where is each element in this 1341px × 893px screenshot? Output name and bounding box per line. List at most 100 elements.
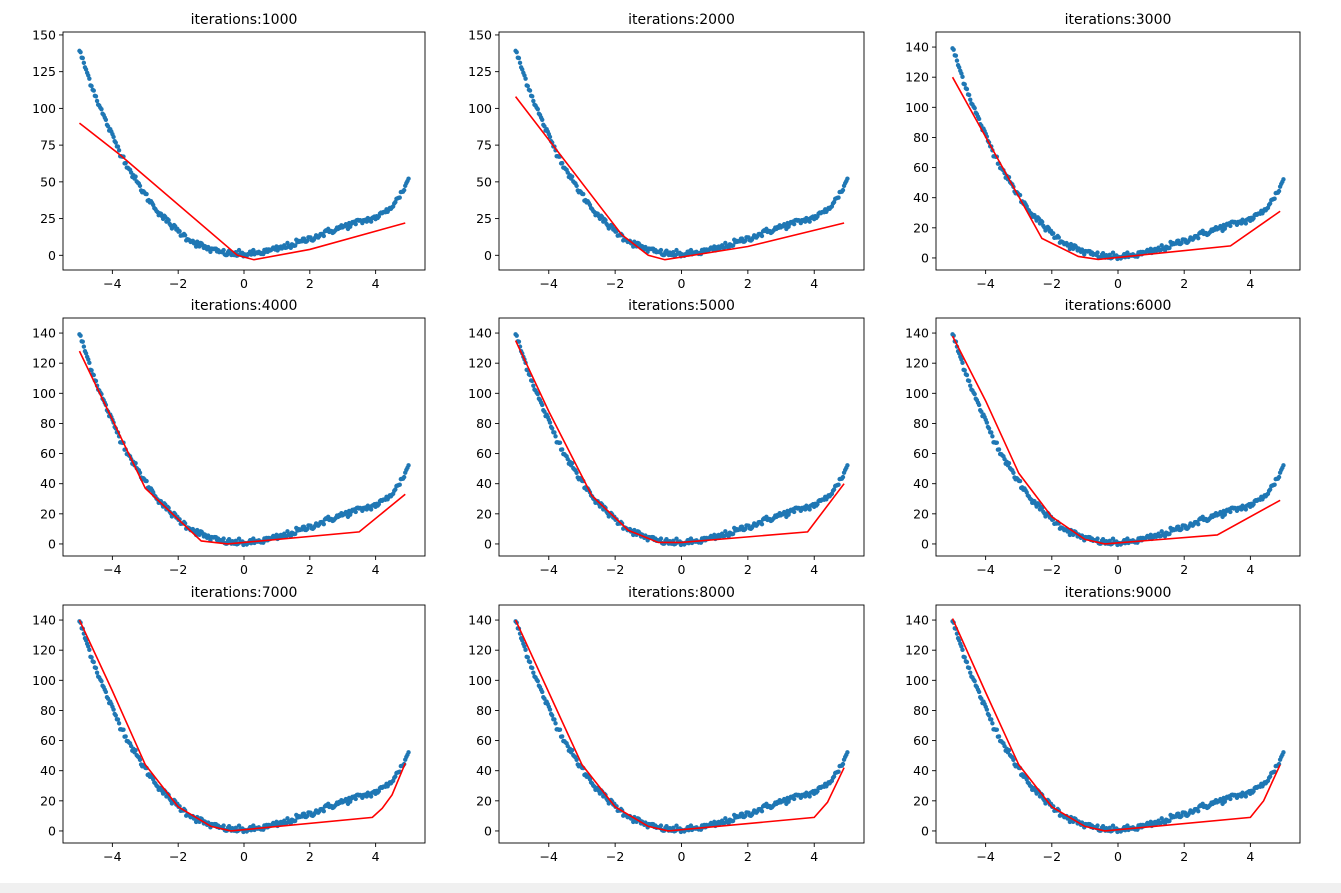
scatter-point <box>535 106 540 112</box>
scatter-point <box>976 402 982 408</box>
scatter-point <box>962 368 967 373</box>
x-tick-label: 0 <box>1114 849 1122 864</box>
scatter-point <box>726 821 731 826</box>
x-tick-label: 0 <box>240 276 248 291</box>
scatter-point <box>807 219 812 224</box>
scatter-point <box>994 727 1000 732</box>
y-tick-label: 0 <box>484 536 492 551</box>
scatter-point <box>759 521 765 527</box>
scatter-point <box>514 49 519 55</box>
scatter-point <box>953 53 959 58</box>
scatter-point <box>86 357 91 362</box>
scatter-point <box>525 655 530 660</box>
scatter-point <box>1159 243 1164 248</box>
scatter-point <box>78 333 83 338</box>
scatter-point <box>552 430 557 435</box>
scatter-point <box>1011 757 1016 762</box>
scatter-point <box>956 638 962 643</box>
scatter-point <box>292 243 298 248</box>
scatter-point <box>111 134 116 140</box>
x-tick-label: −2 <box>169 562 187 577</box>
scatter-point <box>990 721 995 726</box>
scatter-point <box>1125 250 1130 255</box>
scatter-point <box>951 47 956 52</box>
y-tick-label: 60 <box>40 446 56 461</box>
y-tick-label: 60 <box>476 446 492 461</box>
subplot-title: iterations:3000 <box>1065 12 1172 28</box>
scatter-point <box>368 219 374 224</box>
scatter-point <box>831 774 837 779</box>
y-tick-label: 40 <box>476 476 492 491</box>
y-tick-label: 100 <box>905 673 929 688</box>
scatter-point <box>1196 808 1201 814</box>
scatter-point <box>83 67 89 72</box>
subplot-title: iterations:5000 <box>628 298 735 314</box>
scatter-point <box>522 644 527 649</box>
scatter-point <box>115 144 121 149</box>
scatter-point <box>791 221 797 227</box>
scatter-point <box>1162 821 1168 826</box>
scatter-point <box>535 678 540 684</box>
scatter-point <box>688 536 694 541</box>
scatter-point <box>658 536 664 541</box>
scatter-point <box>759 808 765 814</box>
y-tick-label: 0 <box>48 823 56 838</box>
scatter-point <box>285 240 290 246</box>
scatter-point <box>1167 531 1172 537</box>
scatter-point <box>960 647 965 653</box>
x-tick-label: 2 <box>306 276 314 291</box>
scatter-point <box>658 823 664 828</box>
scatter-point <box>137 757 143 762</box>
scatter-point <box>723 529 728 534</box>
scatter-point <box>1272 482 1277 487</box>
scatter-point <box>93 94 99 99</box>
subplot-title: iterations:1000 <box>191 12 298 28</box>
scatter-point <box>836 482 841 487</box>
scatter-point <box>305 526 310 532</box>
scatter-point <box>1243 221 1249 226</box>
x-tick-label: −4 <box>976 562 994 577</box>
scatter-point <box>99 678 104 684</box>
scatter-point <box>80 55 85 61</box>
scatter-point <box>111 707 116 712</box>
scatter-point <box>393 199 398 205</box>
scatter-point <box>966 665 972 671</box>
scatter-point <box>89 83 94 89</box>
y-tick-label: 60 <box>913 160 929 175</box>
scatter-point <box>81 60 87 66</box>
y-tick-label: 80 <box>40 703 56 718</box>
scatter-point <box>574 470 579 475</box>
scatter-point <box>406 463 411 468</box>
scatter-point <box>674 536 679 541</box>
y-tick-label: 80 <box>476 703 492 718</box>
scatter-point <box>144 191 149 197</box>
scatter-point <box>123 734 128 739</box>
scatter-point <box>321 233 326 239</box>
scatter-point <box>956 65 962 70</box>
x-tick-label: −4 <box>976 276 994 291</box>
scatter-point <box>397 195 402 200</box>
y-tick-label: 140 <box>468 326 492 341</box>
y-tick-label: 0 <box>48 248 56 263</box>
x-tick-label: 2 <box>306 849 314 864</box>
scatter-point <box>1267 774 1273 779</box>
scatter-point <box>743 238 748 243</box>
scatter-point <box>540 689 545 695</box>
scatter-point <box>791 796 797 802</box>
scatter-point <box>87 360 92 366</box>
fit-line <box>514 340 845 544</box>
scatter-point <box>984 420 990 425</box>
x-tick-label: 4 <box>1246 276 1254 291</box>
x-tick-label: −2 <box>606 849 624 864</box>
subplot-title: iterations:8000 <box>628 585 735 601</box>
x-tick-label: −2 <box>606 276 624 291</box>
scatter-point <box>401 187 407 193</box>
scatter-point <box>540 402 545 408</box>
scatter-point <box>1281 177 1286 182</box>
scatter-point <box>1011 470 1016 475</box>
scatter-point <box>569 460 575 466</box>
y-tick-label: 40 <box>476 763 492 778</box>
subplot-title: iterations:7000 <box>191 585 298 601</box>
scatter-point <box>1110 250 1116 255</box>
scatter-point <box>1228 509 1233 515</box>
